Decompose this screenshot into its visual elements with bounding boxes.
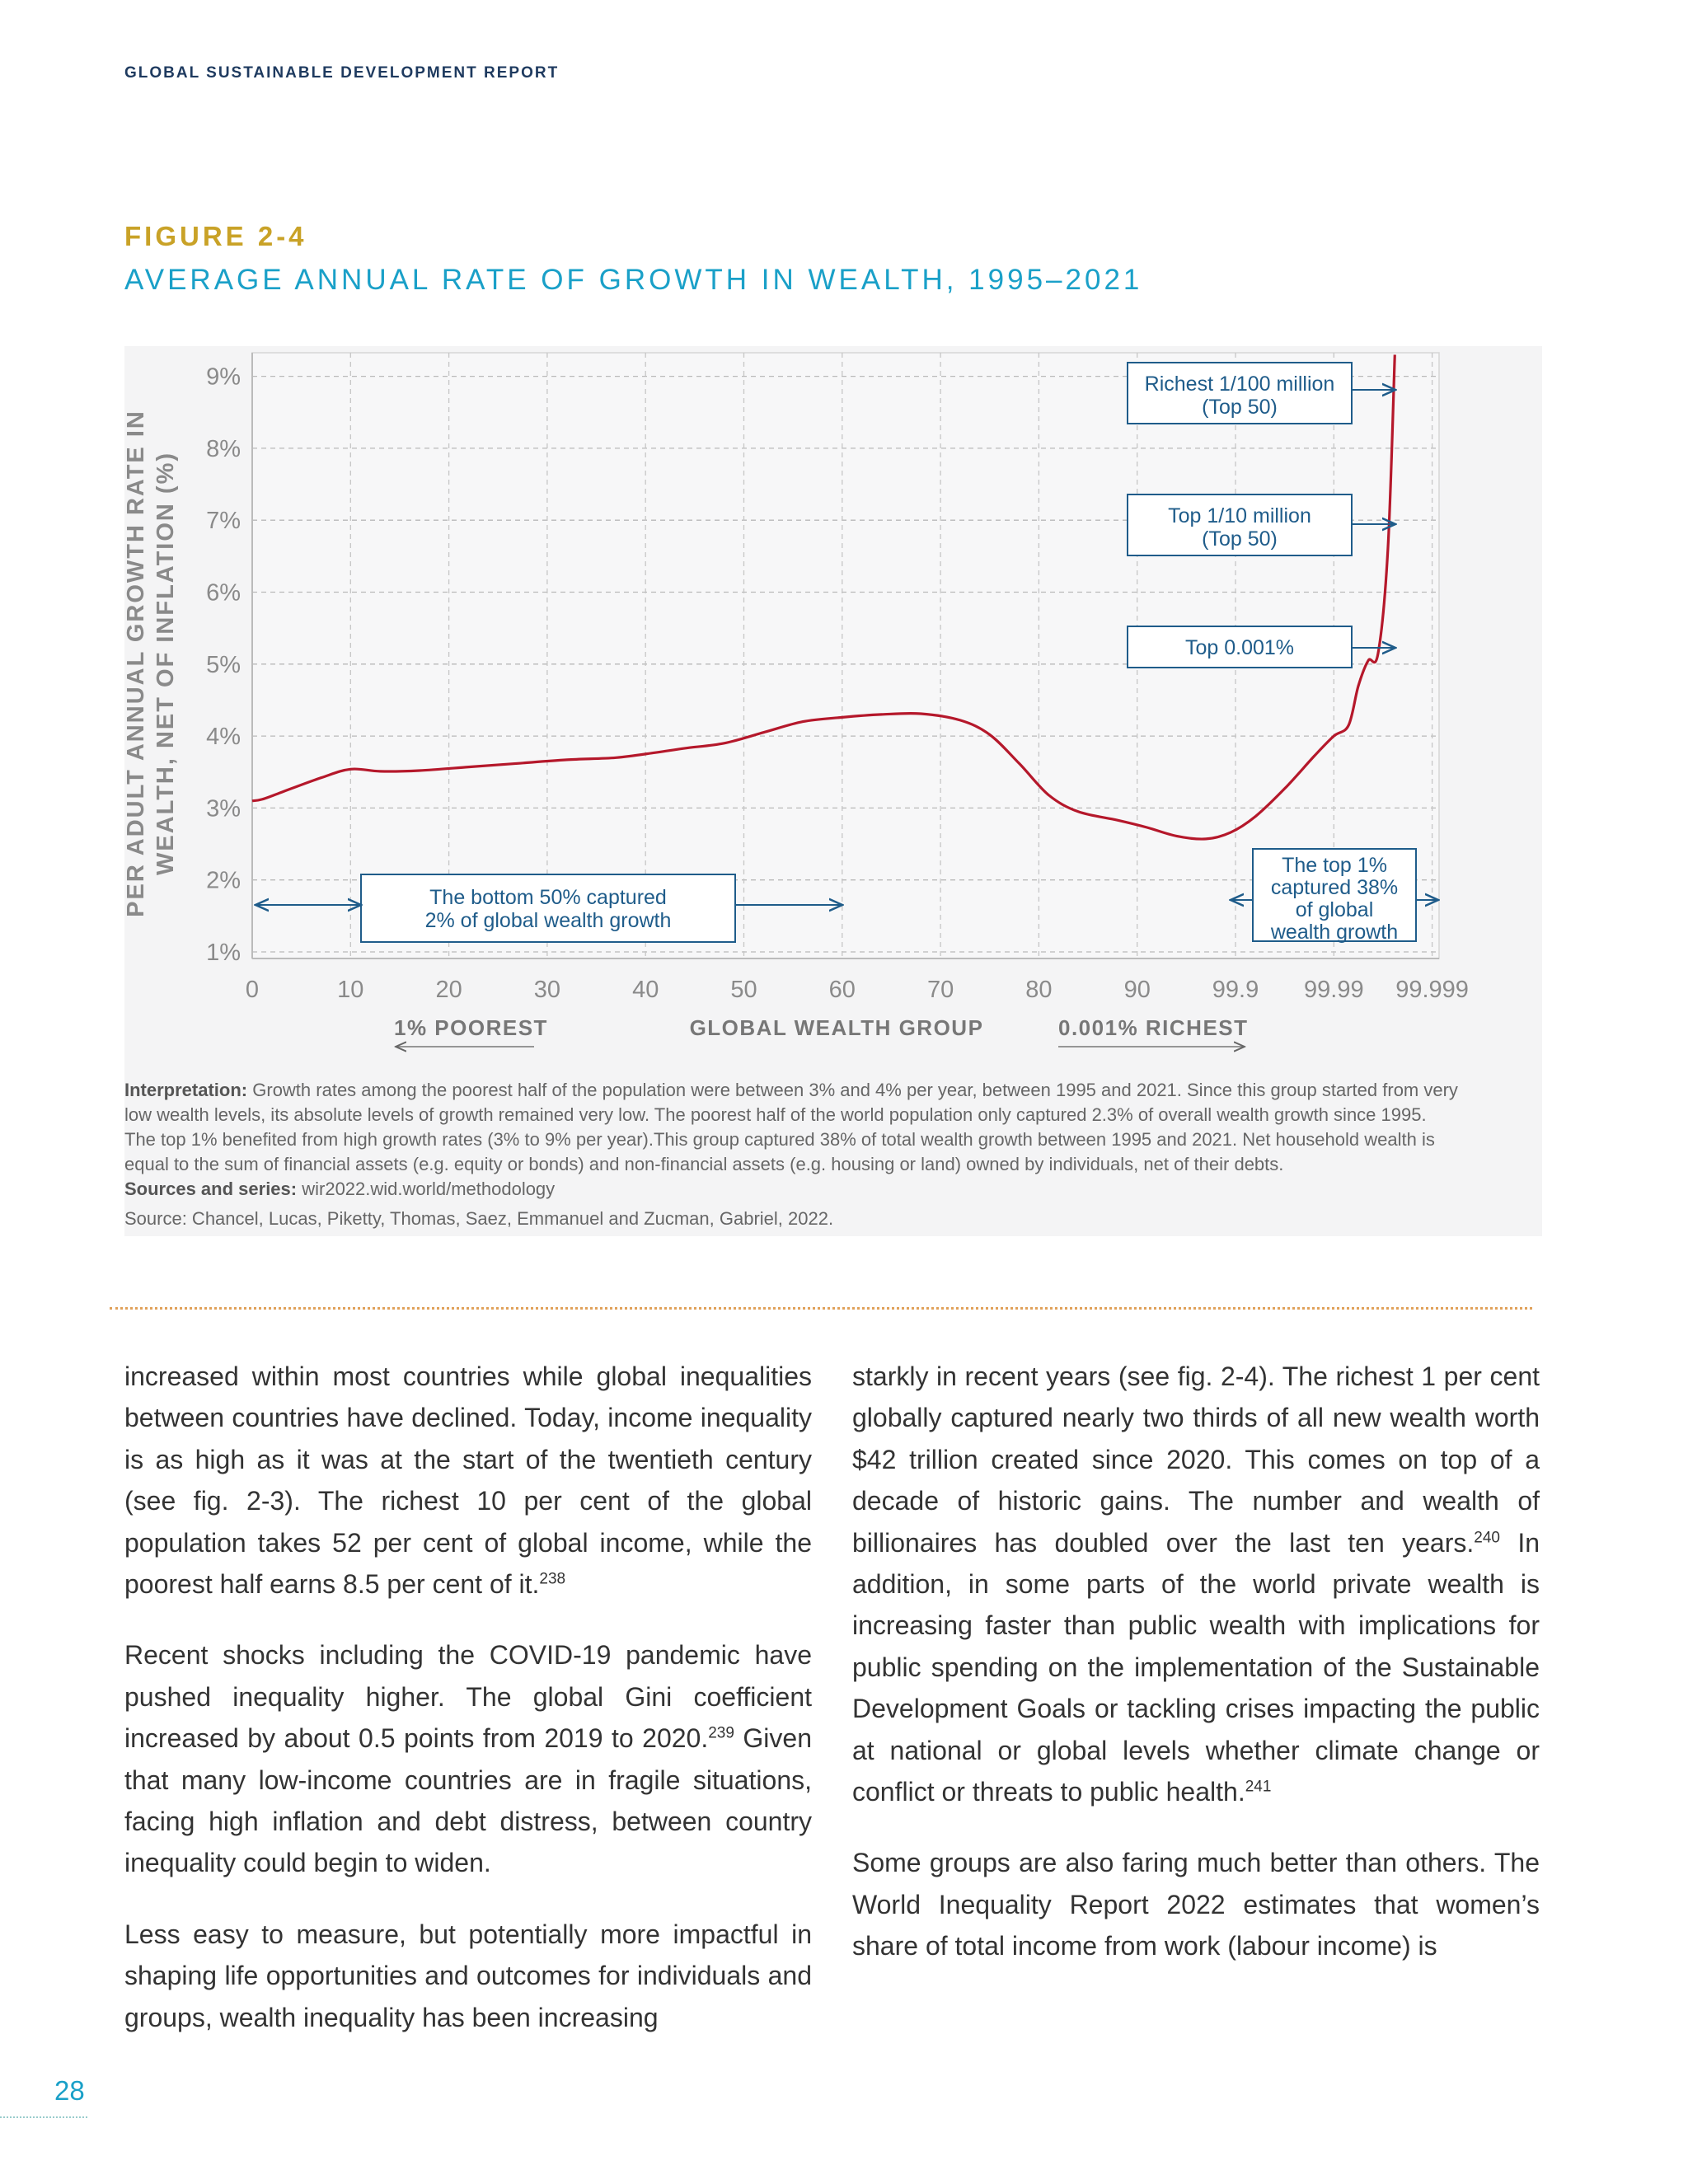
sources-link-text: wir2022.wid.world/methodology	[302, 1179, 556, 1199]
top-1-annotation-text: of global	[1296, 898, 1374, 921]
x-tick-label: 60	[829, 977, 856, 1003]
body-paragraph: starkly in recent years (see fig. 2-4). …	[852, 1361, 1540, 1807]
top-1-annotation-text: wealth growth	[1270, 921, 1398, 944]
footnote-ref: 241	[1245, 1778, 1272, 1796]
report-header: GLOBAL SUSTAINABLE DEVELOPMENT REPORT	[124, 64, 560, 82]
richest-annotation: Richest 1/100 million(Top 50)	[1127, 362, 1353, 424]
body-paragraph: Some groups are also faring much better …	[852, 1848, 1540, 1961]
x-tick-label: 90	[1124, 977, 1151, 1003]
x-tick-label: 10	[337, 977, 363, 1003]
wealth-group-axis-title: GLOBAL WEALTH GROUP	[690, 1015, 984, 1040]
growth-chart: 1% 2% 3% 4% 5% 6% 7% 8% 9% 0 10 20 30 40 50 60 70 80 90 99…	[123, 352, 1469, 1071]
poorest-label: 1% POOREST	[394, 1015, 548, 1040]
y-tick-label: 6%	[206, 580, 241, 607]
source-citation: Source: Chancel, Lucas, Piketty, Thomas,…	[124, 1208, 834, 1229]
x-tick-label: 30	[534, 977, 560, 1003]
top-0001-annotation-text: Top 0.001%	[1185, 636, 1294, 659]
body-column-left: increased within most countries while gl…	[124, 1356, 812, 2068]
page-number-rule	[0, 2116, 87, 2118]
top-ten-million-annotation-text: (Top 50)	[1202, 527, 1278, 551]
bottom-50-annotation-text: 2% of global wealth growth	[425, 909, 672, 932]
figure-number: FIGURE 2-4	[124, 221, 307, 251]
growth-rate-line	[251, 354, 1396, 841]
y-tick-label: 1%	[206, 940, 241, 966]
figure-caption: Interpretation: Growth rates among the p…	[124, 1078, 1460, 1231]
x-tick-label: 99.999	[1395, 977, 1469, 1003]
body-paragraph: increased within most countries while gl…	[124, 1361, 812, 1600]
figure-title: AVERAGE ANNUAL RATE OF GROWTH IN WEALTH,…	[124, 264, 1143, 296]
footnote-ref: 238	[539, 1570, 566, 1588]
x-tick-label: 20	[435, 977, 462, 1003]
richest-label: 0.001% RICHEST	[1058, 1015, 1249, 1040]
richest-annotation-text: Richest 1/100 million	[1145, 373, 1335, 396]
y-tick-label: 5%	[206, 652, 241, 678]
bottom-50-annotation-box	[360, 874, 736, 943]
body-paragraph: Less easy to measure, but potentially mo…	[124, 1919, 812, 2032]
interpretation-paragraph: Interpretation: Growth rates among the p…	[124, 1078, 1460, 1177]
footnote-ref: 239	[708, 1724, 734, 1742]
top-1-annotation-text: captured 38%	[1271, 876, 1398, 899]
x-tick-label: 50	[730, 977, 757, 1003]
x-tick-label: 80	[1025, 977, 1052, 1003]
x-tick-label: 0	[246, 977, 259, 1003]
bottom-50-annotation-text: The bottom 50% captured	[429, 886, 667, 909]
x-tick-label: 70	[927, 977, 954, 1003]
top-ten-million-annotation-box	[1127, 494, 1353, 556]
y-axis-title-line: PER ADULT ANNUAL GROWTH RATE IN	[123, 410, 149, 917]
y-tick-label: 4%	[206, 724, 241, 750]
y-tick-label: 7%	[206, 508, 241, 534]
y-tick-label: 3%	[206, 795, 241, 822]
top-1-annotation-text: The top 1%	[1282, 854, 1387, 877]
y-tick-label: 8%	[206, 436, 241, 462]
footnote-ref: 240	[1474, 1528, 1500, 1546]
top-1-annotation-box	[1252, 848, 1417, 942]
section-divider	[110, 1307, 1532, 1310]
interpretation-label: Interpretation:	[124, 1080, 248, 1100]
y-axis-title-line: WEALTH, NET OF INFLATION (%)	[152, 452, 179, 875]
richest-annotation-box	[1127, 362, 1353, 424]
richest-annotation-text: (Top 50)	[1202, 396, 1278, 419]
y-tick-label: 2%	[206, 868, 241, 894]
x-tick-label: 99.9	[1212, 977, 1259, 1003]
y-tick-label: 9%	[206, 364, 241, 391]
x-tick-label: 99.99	[1304, 977, 1364, 1003]
sources-label: Sources and series:	[124, 1179, 298, 1199]
sources-line: Sources and series: wir2022.wid.world/me…	[124, 1177, 1460, 1202]
x-tick-label: 40	[632, 977, 659, 1003]
interpretation-text: Growth rates among the poorest half of t…	[124, 1080, 1458, 1174]
y-axis-title: PER ADULT ANNUAL GROWTH RATE IN WEALTH, N…	[123, 410, 179, 917]
top-0001-annotation: Top 0.001%	[1127, 626, 1353, 668]
top-0001-annotation-box	[1127, 626, 1353, 668]
top-ten-million-annotation: Top 1/10 million(Top 50)	[1127, 494, 1353, 556]
page-number: 28	[54, 2075, 85, 2106]
top-ten-million-annotation-text: Top 1/10 million	[1168, 504, 1311, 527]
body-column-right: starkly in recent years (see fig. 2-4). …	[852, 1356, 1540, 1997]
body-paragraph: Recent shocks including the COVID-19 pan…	[124, 1640, 813, 1878]
